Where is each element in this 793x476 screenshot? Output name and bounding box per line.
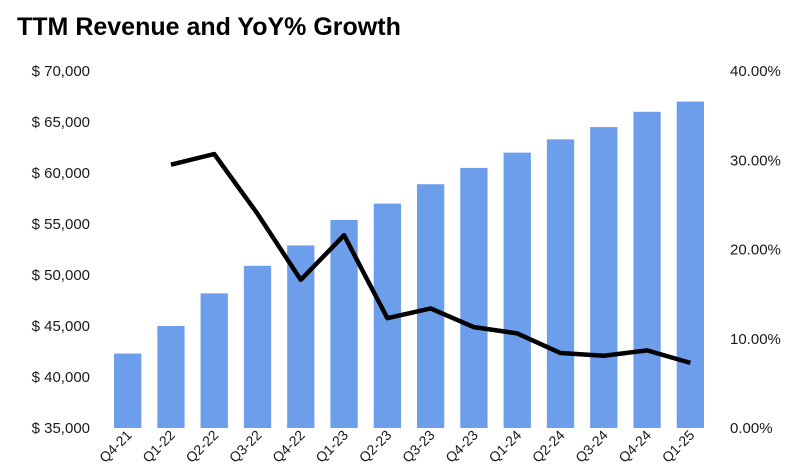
right-tick-label: 20.00% (730, 242, 781, 259)
bar-q2-24 (546, 139, 575, 428)
x-tick-label: Q4-23 (442, 427, 481, 466)
left-tick-label: $ 70,000 (32, 63, 90, 80)
bar-q1-24 (503, 152, 531, 428)
bar-q4-23 (460, 167, 488, 428)
x-tick-label: Q4-24 (615, 427, 654, 466)
x-tick-label: Q3-24 (572, 427, 611, 466)
left-tick-label: $ 55,000 (32, 216, 90, 233)
x-tick-label: Q4-21 (96, 427, 135, 466)
growth-line-group (170, 151, 691, 366)
x-tick-label: Q2-24 (529, 427, 568, 466)
bar-q3-22 (243, 265, 272, 428)
x-tick-label: Q1-24 (485, 427, 524, 466)
x-axis: Q4-21 Q1-22 Q2-22 Q3-22 Q4-22 Q1-23 Q2-23 Q3-23… (96, 427, 698, 466)
left-tick-label: $ 50,000 (32, 267, 90, 284)
left-tick-label: $ 65,000 (32, 114, 90, 131)
bar-q4-24 (633, 111, 661, 429)
left-tick-label: $ 35,000 (32, 420, 90, 437)
x-tick-label: Q1-23 (312, 427, 351, 466)
bar-q1-25 (676, 101, 704, 428)
right-tick-label: 40.00% (730, 63, 781, 80)
right-tick-label: 0.00% (730, 420, 773, 437)
bar-q4-21 (114, 353, 142, 428)
left-axis: $ 35,000 $ 40,000 $ 45,000 $ 50,000 $ 55,000… (32, 63, 90, 437)
x-tick-label: Q1-25 (659, 427, 698, 466)
right-tick-label: 30.00% (730, 152, 781, 169)
bar-group (114, 101, 704, 429)
left-tick-label: $ 60,000 (32, 165, 90, 182)
bar-q2-22 (200, 293, 228, 428)
x-tick-label: Q2-22 (182, 427, 221, 466)
left-tick-label: $ 45,000 (32, 318, 90, 335)
bar-q1-22 (157, 326, 185, 428)
bar-q3-24 (590, 127, 618, 428)
x-tick-label: Q1-22 (139, 427, 178, 466)
x-tick-label: Q2-23 (356, 427, 395, 466)
x-tick-label: Q3-22 (226, 427, 265, 466)
bar-q3-23 (417, 184, 445, 428)
right-tick-label: 10.00% (730, 331, 781, 348)
left-tick-label: $ 40,000 (32, 369, 90, 386)
growth-line (170, 151, 691, 366)
x-tick-label: Q4-22 (269, 427, 308, 466)
right-axis: 0.00% 10.00% 20.00% 30.00% 40.00% (730, 63, 781, 437)
x-tick-label: Q3-23 (399, 427, 438, 466)
chart-title: TTM Revenue and YoY% Growth (17, 13, 401, 41)
